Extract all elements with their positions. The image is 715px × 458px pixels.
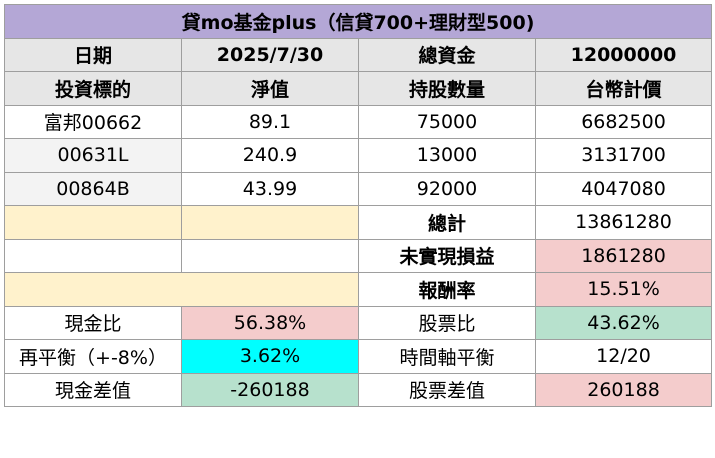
cash-diff-value-cell[interactable]: -260188: [181, 372, 359, 407]
date-label-cell[interactable]: 日期: [4, 37, 182, 72]
empty-cell[interactable]: [4, 238, 182, 273]
col-header-shares[interactable]: 持股數量: [358, 71, 536, 106]
return-label-cell[interactable]: 報酬率: [358, 272, 536, 307]
holding-nav-cell[interactable]: 43.99: [181, 171, 359, 206]
stock-diff-value-cell[interactable]: 260188: [534, 372, 713, 407]
sheet-title[interactable]: 貸mo基金plus（信貸700+理財型500): [3, 4, 713, 39]
rebalance-label-cell[interactable]: 再平衡（+-8%）: [4, 339, 182, 374]
holding-value-cell[interactable]: 6682500: [534, 104, 713, 139]
cash-diff-label-cell[interactable]: 現金差值: [4, 372, 182, 407]
holding-value-cell[interactable]: 3131700: [534, 138, 713, 173]
holding-shares-cell[interactable]: 75000: [358, 104, 536, 139]
cash-ratio-label-cell[interactable]: 現金比: [4, 305, 182, 340]
col-header-target[interactable]: 投資標的: [4, 71, 182, 106]
col-header-nav[interactable]: 淨值: [181, 71, 359, 106]
empty-cell[interactable]: [4, 205, 182, 240]
total-row: 總計 13861280: [4, 205, 713, 240]
timeline-label-cell[interactable]: 時間軸平衡: [358, 339, 536, 374]
holding-value-cell[interactable]: 4047080: [534, 171, 713, 206]
empty-cell[interactable]: [181, 205, 359, 240]
table-row: 00631L 240.9 13000 3131700: [4, 138, 713, 173]
holding-name-cell[interactable]: 富邦00662: [4, 104, 182, 139]
ratio-row: 現金比 56.38% 股票比 43.62%: [4, 305, 713, 340]
diff-row: 現金差值 -260188 股票差值 260188: [4, 372, 713, 407]
rebalance-value-cell[interactable]: 3.62%: [181, 339, 359, 374]
rebalance-row: 再平衡（+-8%） 3.62% 時間軸平衡 12/20: [4, 339, 713, 374]
total-value-cell[interactable]: 13861280: [534, 205, 713, 240]
unrealized-value-cell[interactable]: 1861280: [534, 238, 713, 273]
holding-nav-cell[interactable]: 240.9: [181, 138, 359, 173]
date-value-cell[interactable]: 2025/7/30: [181, 37, 359, 72]
unrealized-row: 未實現損益 1861280: [4, 238, 713, 273]
return-value-cell[interactable]: 15.51%: [534, 272, 713, 307]
cash-ratio-value-cell[interactable]: 56.38%: [181, 305, 359, 340]
stock-diff-label-cell[interactable]: 股票差值: [358, 372, 536, 407]
empty-merged-cell[interactable]: [4, 272, 359, 307]
table-row: 00864B 43.99 92000 4047080: [4, 171, 713, 206]
table-row: 富邦00662 89.1 75000 6682500: [4, 104, 713, 139]
holding-name-cell[interactable]: 00631L: [4, 138, 182, 173]
holding-shares-cell[interactable]: 92000: [358, 171, 536, 206]
capital-label-cell[interactable]: 總資金: [358, 37, 536, 72]
timeline-value-cell[interactable]: 12/20: [534, 339, 713, 374]
holding-shares-cell[interactable]: 13000: [358, 138, 536, 173]
unrealized-label-cell[interactable]: 未實現損益: [358, 238, 536, 273]
holding-name-cell[interactable]: 00864B: [4, 171, 182, 206]
col-header-value[interactable]: 台幣計價: [534, 71, 713, 106]
capital-value-cell[interactable]: 12000000: [534, 37, 713, 72]
spreadsheet-table: 貸mo基金plus（信貸700+理財型500) 日期 2025/7/30 總資金…: [3, 4, 713, 407]
holding-nav-cell[interactable]: 89.1: [181, 104, 359, 139]
total-label-cell[interactable]: 總計: [358, 205, 536, 240]
stock-ratio-label-cell[interactable]: 股票比: [358, 305, 536, 340]
stock-ratio-value-cell[interactable]: 43.62%: [534, 305, 713, 340]
return-row: 報酬率 15.51%: [4, 272, 713, 307]
title-row: 貸mo基金plus（信貸700+理財型500): [3, 4, 713, 39]
empty-cell[interactable]: [181, 238, 359, 273]
header-row-columns: 投資標的 淨值 持股數量 台幣計價: [4, 71, 713, 106]
header-row-date: 日期 2025/7/30 總資金 12000000: [4, 37, 713, 72]
